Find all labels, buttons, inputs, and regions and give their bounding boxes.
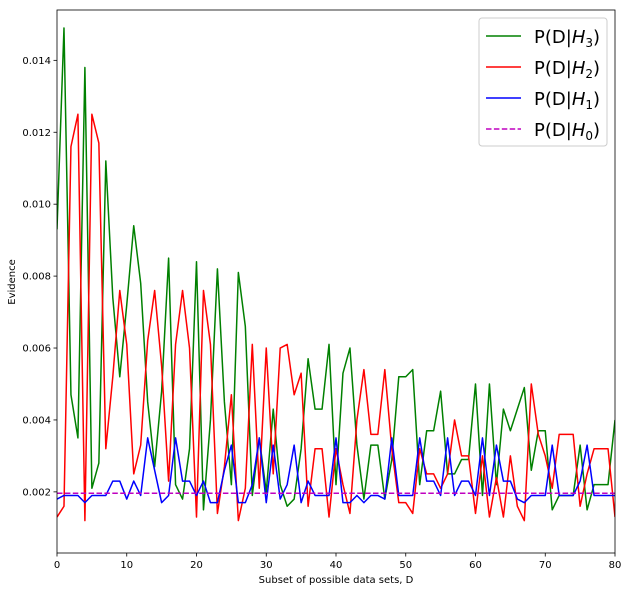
x-tick-label: 30 <box>260 560 273 571</box>
x-tick-label: 10 <box>120 560 133 571</box>
y-tick-label: 0.012 <box>22 128 51 139</box>
x-axis-ticks: 0 10 20 30 40 50 60 70 80 <box>54 553 622 571</box>
x-tick-label: 70 <box>539 560 552 571</box>
series-layer <box>57 27 615 522</box>
y-tick-label: 0.010 <box>22 200 51 211</box>
x-tick-label: 40 <box>330 560 343 571</box>
x-tick-label: 20 <box>190 560 203 571</box>
y-tick-label: 0.014 <box>22 56 51 67</box>
y-axis-ticks: 0.002 0.004 0.006 0.008 0.010 0.012 0.014 <box>22 56 57 498</box>
series-line-h1 <box>57 437 615 504</box>
y-tick-label: 0.008 <box>22 272 51 283</box>
y-tick-label: 0.006 <box>22 344 51 355</box>
axes-frame <box>56 9 616 554</box>
plot-area <box>57 27 615 522</box>
series-line-h3 <box>57 27 615 511</box>
y-tick-label: 0.002 <box>22 487 51 498</box>
legend-label-h1: P(D|H1) <box>534 89 600 112</box>
x-tick-label: 80 <box>609 560 622 571</box>
legend-label-h0: P(D|H0) <box>534 120 600 143</box>
x-tick-label: 60 <box>469 560 482 571</box>
series-line-h2 <box>57 113 615 522</box>
legend-box <box>478 17 608 147</box>
legend-label-h2: P(D|H2) <box>534 58 600 81</box>
x-tick-label: 50 <box>399 560 412 571</box>
x-axis-label: Subset of possible data sets, D <box>259 575 414 586</box>
y-axis-label: Evidence <box>7 259 18 305</box>
legend: P(D|H3) P(D|H2) P(D|H1) P(D|H0) <box>478 17 608 147</box>
x-tick-label: 0 <box>54 560 60 571</box>
y-tick-label: 0.004 <box>22 415 51 426</box>
legend-label-h3: P(D|H3) <box>534 27 600 50</box>
